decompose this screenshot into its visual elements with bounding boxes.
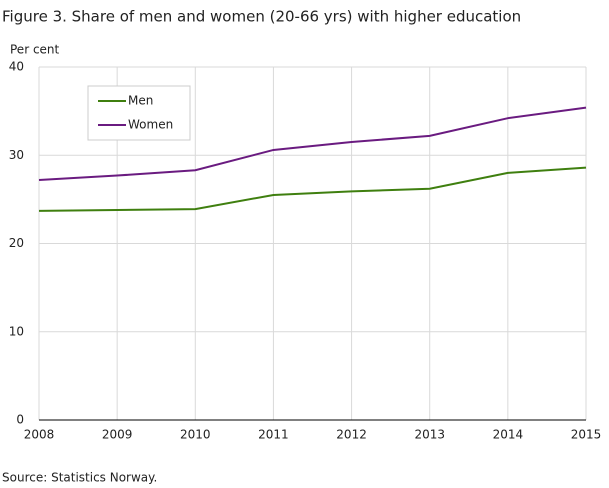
x-tick-label: 2011 bbox=[258, 428, 289, 442]
source: Source: Statistics Norway. bbox=[2, 471, 157, 485]
legend-label: Men bbox=[128, 94, 153, 108]
x-tick-label: 2015 bbox=[571, 428, 602, 442]
x-tick-label: 2009 bbox=[102, 428, 133, 442]
x-tick-label: 2014 bbox=[493, 428, 524, 442]
y-axis-label: Per cent bbox=[10, 43, 60, 57]
y-tick-label: 20 bbox=[9, 236, 24, 250]
y-tick-label: 30 bbox=[9, 148, 24, 162]
x-tick-label: 2008 bbox=[24, 428, 55, 442]
x-tick-label: 2013 bbox=[414, 428, 445, 442]
data-line bbox=[38, 106, 587, 181]
chart-title: Figure 3. Share of men and women (20-66 … bbox=[2, 8, 521, 26]
data-line bbox=[38, 166, 587, 212]
legend-box bbox=[87, 85, 191, 141]
y-tick-label: 10 bbox=[9, 324, 24, 338]
x-tick-label: 2010 bbox=[180, 428, 211, 442]
y-tick-label: 40 bbox=[9, 60, 24, 74]
x-tick-label: 2012 bbox=[336, 428, 367, 442]
y-tick-label: 0 bbox=[16, 413, 24, 427]
legend-label: Women bbox=[128, 118, 173, 132]
